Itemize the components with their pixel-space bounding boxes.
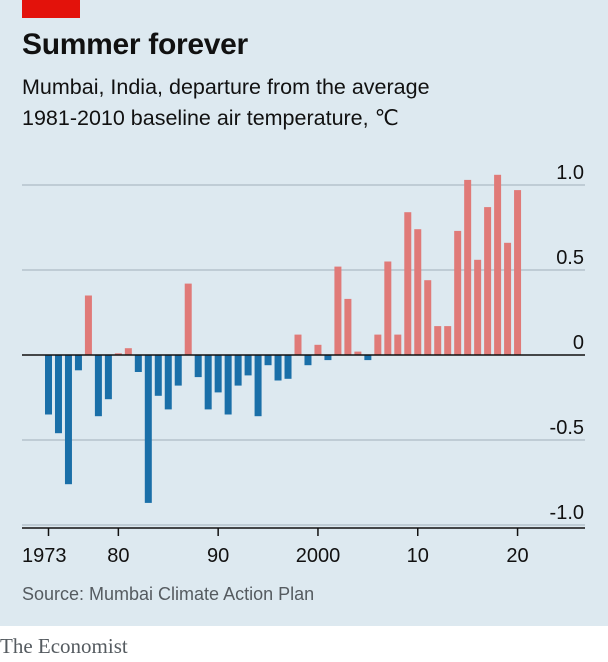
bar-2005 [364,355,372,361]
bar-2012 [434,326,442,355]
y-tick-label-0: 1.0 [556,162,584,184]
x-tick-label-3: 2000 [296,545,341,567]
bar-2019 [504,242,512,355]
bar-1986 [174,355,182,386]
tick-labels: 1.0 0.5 0 -0.5 -1.0 1973 80 90 2000 10 20 [22,162,584,567]
bar-1978 [94,355,102,417]
bar-1991 [224,355,232,415]
bar-2008 [394,334,402,355]
bar-2003 [344,298,352,355]
bar-1997 [284,355,292,379]
y-tick-label-1: 0.5 [556,247,584,269]
y-tick-label-2: 0 [573,332,584,354]
bar-2016 [474,259,482,355]
x-tick-label-0: 1973 [22,545,67,567]
axes [22,354,585,536]
x-tick-label-2: 90 [207,545,229,567]
y-tick-label-4: -1.0 [550,502,584,524]
bar-2010 [414,229,422,355]
bar-2020 [514,190,522,355]
bar-1993 [244,355,252,376]
bar-1980 [114,353,122,355]
bar-1985 [164,355,172,410]
bar-1996 [274,355,282,381]
y-tick-label-3: -0.5 [550,417,584,439]
x-tick-label-5: 20 [506,545,528,567]
bar-2004 [354,351,362,355]
bar-1974 [54,355,62,434]
bar-chart: 1.0 0.5 0 -0.5 -1.0 1973 80 90 2000 10 20 [22,162,585,567]
bar-2015 [464,179,472,355]
bar-2009 [404,212,412,355]
bar-2006 [374,334,382,355]
x-tick-label-1: 80 [107,545,129,567]
bar-1999 [304,355,312,366]
bar-1992 [234,355,242,386]
chart-subtitle: Mumbai, India, departure from the averag… [22,72,592,134]
bar-2002 [334,266,342,355]
bar-1989 [204,355,212,410]
chart-title: Summer forever [22,28,248,61]
bar-2013 [444,326,452,355]
bar-2014 [454,230,462,355]
bar-1990 [214,355,222,393]
bar-1976 [74,355,82,371]
source-note: Source: Mumbai Climate Action Plan [22,584,315,604]
bar-2007 [384,261,392,355]
bar-1995 [264,355,272,366]
bar-1982 [134,355,142,372]
subtitle-line-1: Mumbai, India, departure from the averag… [22,75,430,99]
bar-1998 [294,334,302,355]
bar-1973 [45,355,52,415]
bar-1983 [144,355,152,503]
bar-2018 [494,174,502,355]
bar-2000 [314,344,322,355]
x-tick-label-4: 10 [407,545,429,567]
bar-1988 [194,355,202,378]
bar-2017 [484,207,492,355]
brand-accent-tag [22,0,80,18]
brand-logo-text: The Economist [0,634,128,658]
gridlines [22,184,585,526]
bar-1977 [84,295,92,355]
bar-1987 [184,283,192,355]
bar-1984 [154,355,162,396]
bar-2001 [324,355,332,361]
bar-1979 [104,355,112,400]
subtitle-line-2: 1981-2010 baseline air temperature, ℃ [22,106,399,130]
bar-1981 [124,348,132,355]
bar-2011 [424,280,432,355]
bar-1994 [254,355,262,417]
bar-1975 [64,355,72,485]
bars [45,174,522,503]
